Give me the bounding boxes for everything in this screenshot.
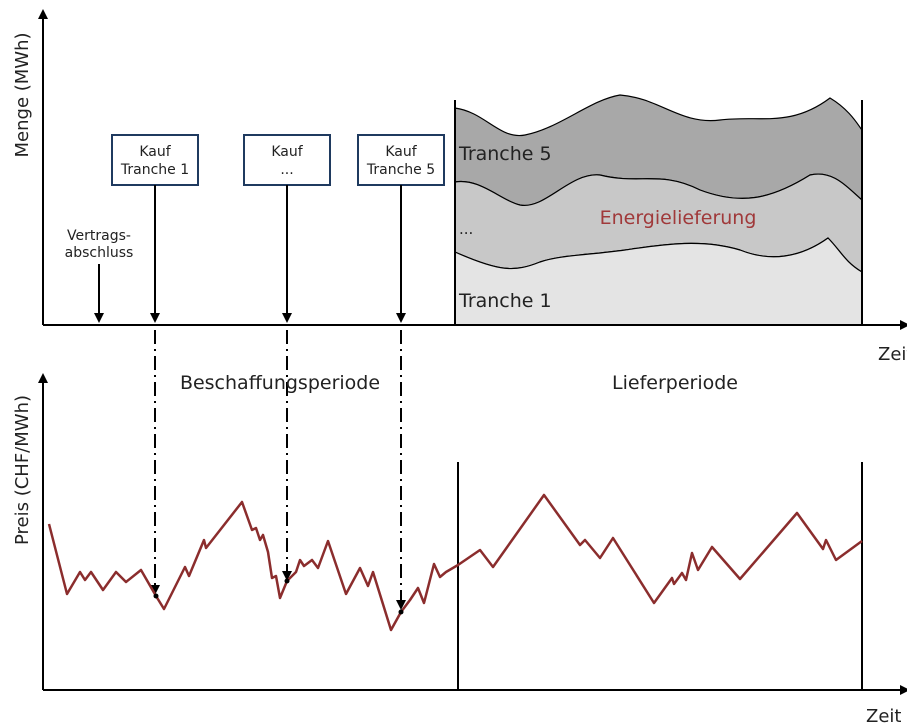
purchase-price-points xyxy=(153,578,404,615)
contract-label-line2: abschluss xyxy=(65,245,134,261)
price-connectors xyxy=(150,330,406,610)
delivery-period-label: Lieferperiode xyxy=(612,372,738,394)
price-line xyxy=(47,493,863,632)
delivery-area xyxy=(454,94,863,326)
bottom-x-axis-label: Zeit xyxy=(866,706,901,726)
purchase-tranche-5: Kauf Tranche 5 xyxy=(357,134,445,323)
purchase-box-line2: ... xyxy=(280,162,293,178)
tranche-1-label: Tranche 1 xyxy=(458,290,552,312)
purchase-box xyxy=(111,134,199,186)
purchase-box-line2: Tranche 1 xyxy=(120,162,189,178)
purchase-box xyxy=(357,134,445,186)
purchase-box-line1: Kauf xyxy=(271,144,303,160)
purchase-box-line2: Tranche 5 xyxy=(366,162,435,178)
purchase-box-line1: Kauf xyxy=(385,144,417,160)
bottom-y-axis-label: Preis (CHF/MWh) xyxy=(12,395,33,545)
procurement-period-label: Beschaffungsperiode xyxy=(180,372,380,394)
price-point-tranche-5 xyxy=(398,609,404,615)
price-point-tranche-mid xyxy=(284,578,290,584)
top-x-axis-label: Zeit xyxy=(878,344,907,365)
tranche-5-label: Tranche 5 xyxy=(458,143,552,165)
price-point-tranche-1 xyxy=(153,593,159,599)
tranche-layer-bottom xyxy=(454,237,863,326)
energy-delivery-label: Energielieferung xyxy=(600,207,757,229)
contract-label-line1: Vertrags- xyxy=(67,228,131,244)
purchase-tranche-1: Kauf Tranche 1 xyxy=(111,134,199,323)
tranche-mid-label: ... xyxy=(459,220,473,238)
purchase-box-line1: Kauf xyxy=(139,144,171,160)
top-y-axis-label: Menge (MWh) xyxy=(12,32,33,157)
purchase-tranche-mid: Kauf ... xyxy=(243,134,331,323)
purchase-box xyxy=(243,134,331,186)
